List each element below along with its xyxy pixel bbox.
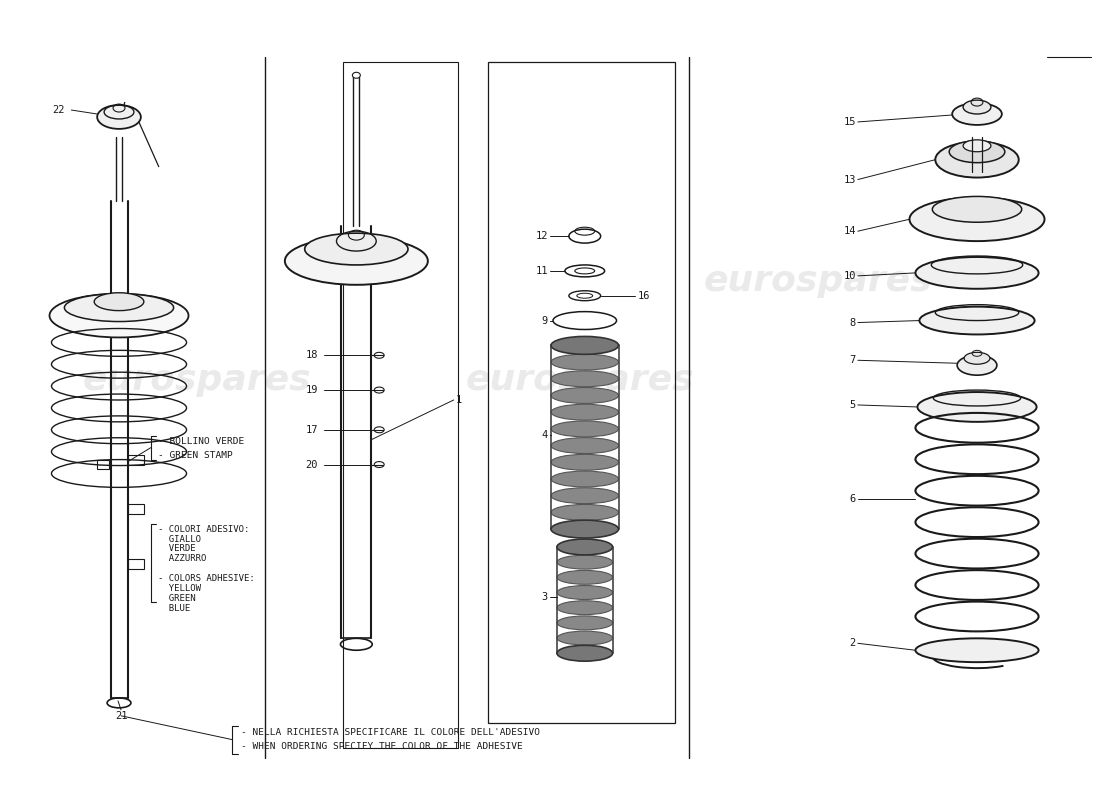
- Ellipse shape: [949, 141, 1004, 162]
- Ellipse shape: [915, 638, 1038, 662]
- Text: 3: 3: [542, 592, 548, 602]
- Text: VERDE: VERDE: [157, 545, 196, 554]
- Text: 1: 1: [455, 395, 462, 405]
- Ellipse shape: [964, 140, 991, 152]
- Ellipse shape: [551, 404, 618, 420]
- Ellipse shape: [551, 438, 618, 454]
- Ellipse shape: [65, 294, 174, 322]
- Text: eurospares: eurospares: [84, 363, 311, 397]
- Ellipse shape: [551, 505, 618, 520]
- Ellipse shape: [305, 233, 408, 265]
- Ellipse shape: [285, 237, 428, 285]
- Ellipse shape: [964, 100, 991, 114]
- Text: AZZURRO: AZZURRO: [157, 554, 206, 563]
- Ellipse shape: [551, 337, 618, 354]
- Ellipse shape: [557, 555, 613, 569]
- Ellipse shape: [557, 539, 613, 555]
- Ellipse shape: [551, 521, 618, 537]
- Text: - WHEN ORDERING SPECIFY THE COLOR OF THE ADHESIVE: - WHEN ORDERING SPECIFY THE COLOR OF THE…: [241, 742, 522, 751]
- Text: 14: 14: [844, 226, 856, 236]
- Ellipse shape: [551, 338, 618, 354]
- Text: 8: 8: [849, 318, 856, 327]
- Ellipse shape: [953, 103, 1002, 125]
- Text: GREEN: GREEN: [157, 594, 196, 603]
- Ellipse shape: [551, 520, 618, 538]
- Text: - COLORS ADHESIVE:: - COLORS ADHESIVE:: [157, 574, 254, 583]
- Text: 21: 21: [114, 710, 128, 721]
- Ellipse shape: [551, 354, 618, 370]
- Ellipse shape: [551, 421, 618, 437]
- Ellipse shape: [917, 392, 1036, 422]
- Text: 2: 2: [849, 638, 856, 648]
- Text: 18: 18: [306, 350, 318, 360]
- Text: 15: 15: [844, 117, 856, 127]
- Ellipse shape: [557, 570, 613, 584]
- Bar: [343, 62, 458, 747]
- Bar: [128, 454, 144, 465]
- Ellipse shape: [551, 488, 618, 504]
- Text: BLUE: BLUE: [157, 604, 190, 613]
- Text: YELLOW: YELLOW: [157, 584, 200, 593]
- Bar: [128, 504, 144, 514]
- Text: 9: 9: [542, 315, 548, 326]
- Text: 13: 13: [844, 174, 856, 185]
- Ellipse shape: [551, 387, 618, 403]
- Ellipse shape: [964, 352, 990, 364]
- Text: eurospares: eurospares: [465, 363, 694, 397]
- Ellipse shape: [957, 355, 997, 375]
- Text: 19: 19: [306, 385, 318, 395]
- Ellipse shape: [551, 471, 618, 487]
- Text: 5: 5: [849, 400, 856, 410]
- Text: 4: 4: [542, 430, 548, 440]
- Text: 20: 20: [306, 459, 318, 470]
- Text: - NELLA RICHIESTA SPECIFICARE IL COLORE DELL'ADESIVO: - NELLA RICHIESTA SPECIFICARE IL COLORE …: [241, 728, 540, 737]
- Ellipse shape: [920, 306, 1035, 334]
- Ellipse shape: [935, 142, 1019, 178]
- Ellipse shape: [557, 646, 613, 660]
- Text: 6: 6: [849, 494, 856, 504]
- Text: - GREEN STAMP: - GREEN STAMP: [157, 451, 232, 460]
- Text: eurospares: eurospares: [704, 264, 933, 298]
- Ellipse shape: [97, 105, 141, 129]
- Ellipse shape: [551, 454, 618, 470]
- Ellipse shape: [557, 646, 613, 661]
- Text: 17: 17: [306, 425, 318, 434]
- Ellipse shape: [910, 198, 1045, 241]
- Text: 10: 10: [844, 271, 856, 281]
- Ellipse shape: [551, 371, 618, 386]
- Ellipse shape: [933, 197, 1022, 222]
- Ellipse shape: [95, 293, 144, 310]
- Bar: [128, 559, 144, 569]
- Ellipse shape: [557, 601, 613, 614]
- Text: 16: 16: [637, 290, 650, 301]
- Ellipse shape: [557, 616, 613, 630]
- Text: 7: 7: [849, 355, 856, 366]
- Text: 12: 12: [536, 231, 548, 241]
- Ellipse shape: [50, 294, 188, 338]
- Text: - BOLLINO VERDE: - BOLLINO VERDE: [157, 438, 244, 446]
- Text: 22: 22: [52, 105, 65, 115]
- Ellipse shape: [557, 540, 613, 554]
- Bar: [97, 459, 109, 469]
- Ellipse shape: [557, 586, 613, 599]
- Text: - COLORI ADESIVO:: - COLORI ADESIVO:: [157, 525, 249, 534]
- Bar: [488, 62, 675, 722]
- Text: 11: 11: [536, 266, 548, 276]
- Ellipse shape: [915, 257, 1038, 289]
- Text: GIALLO: GIALLO: [157, 534, 200, 543]
- Ellipse shape: [557, 631, 613, 645]
